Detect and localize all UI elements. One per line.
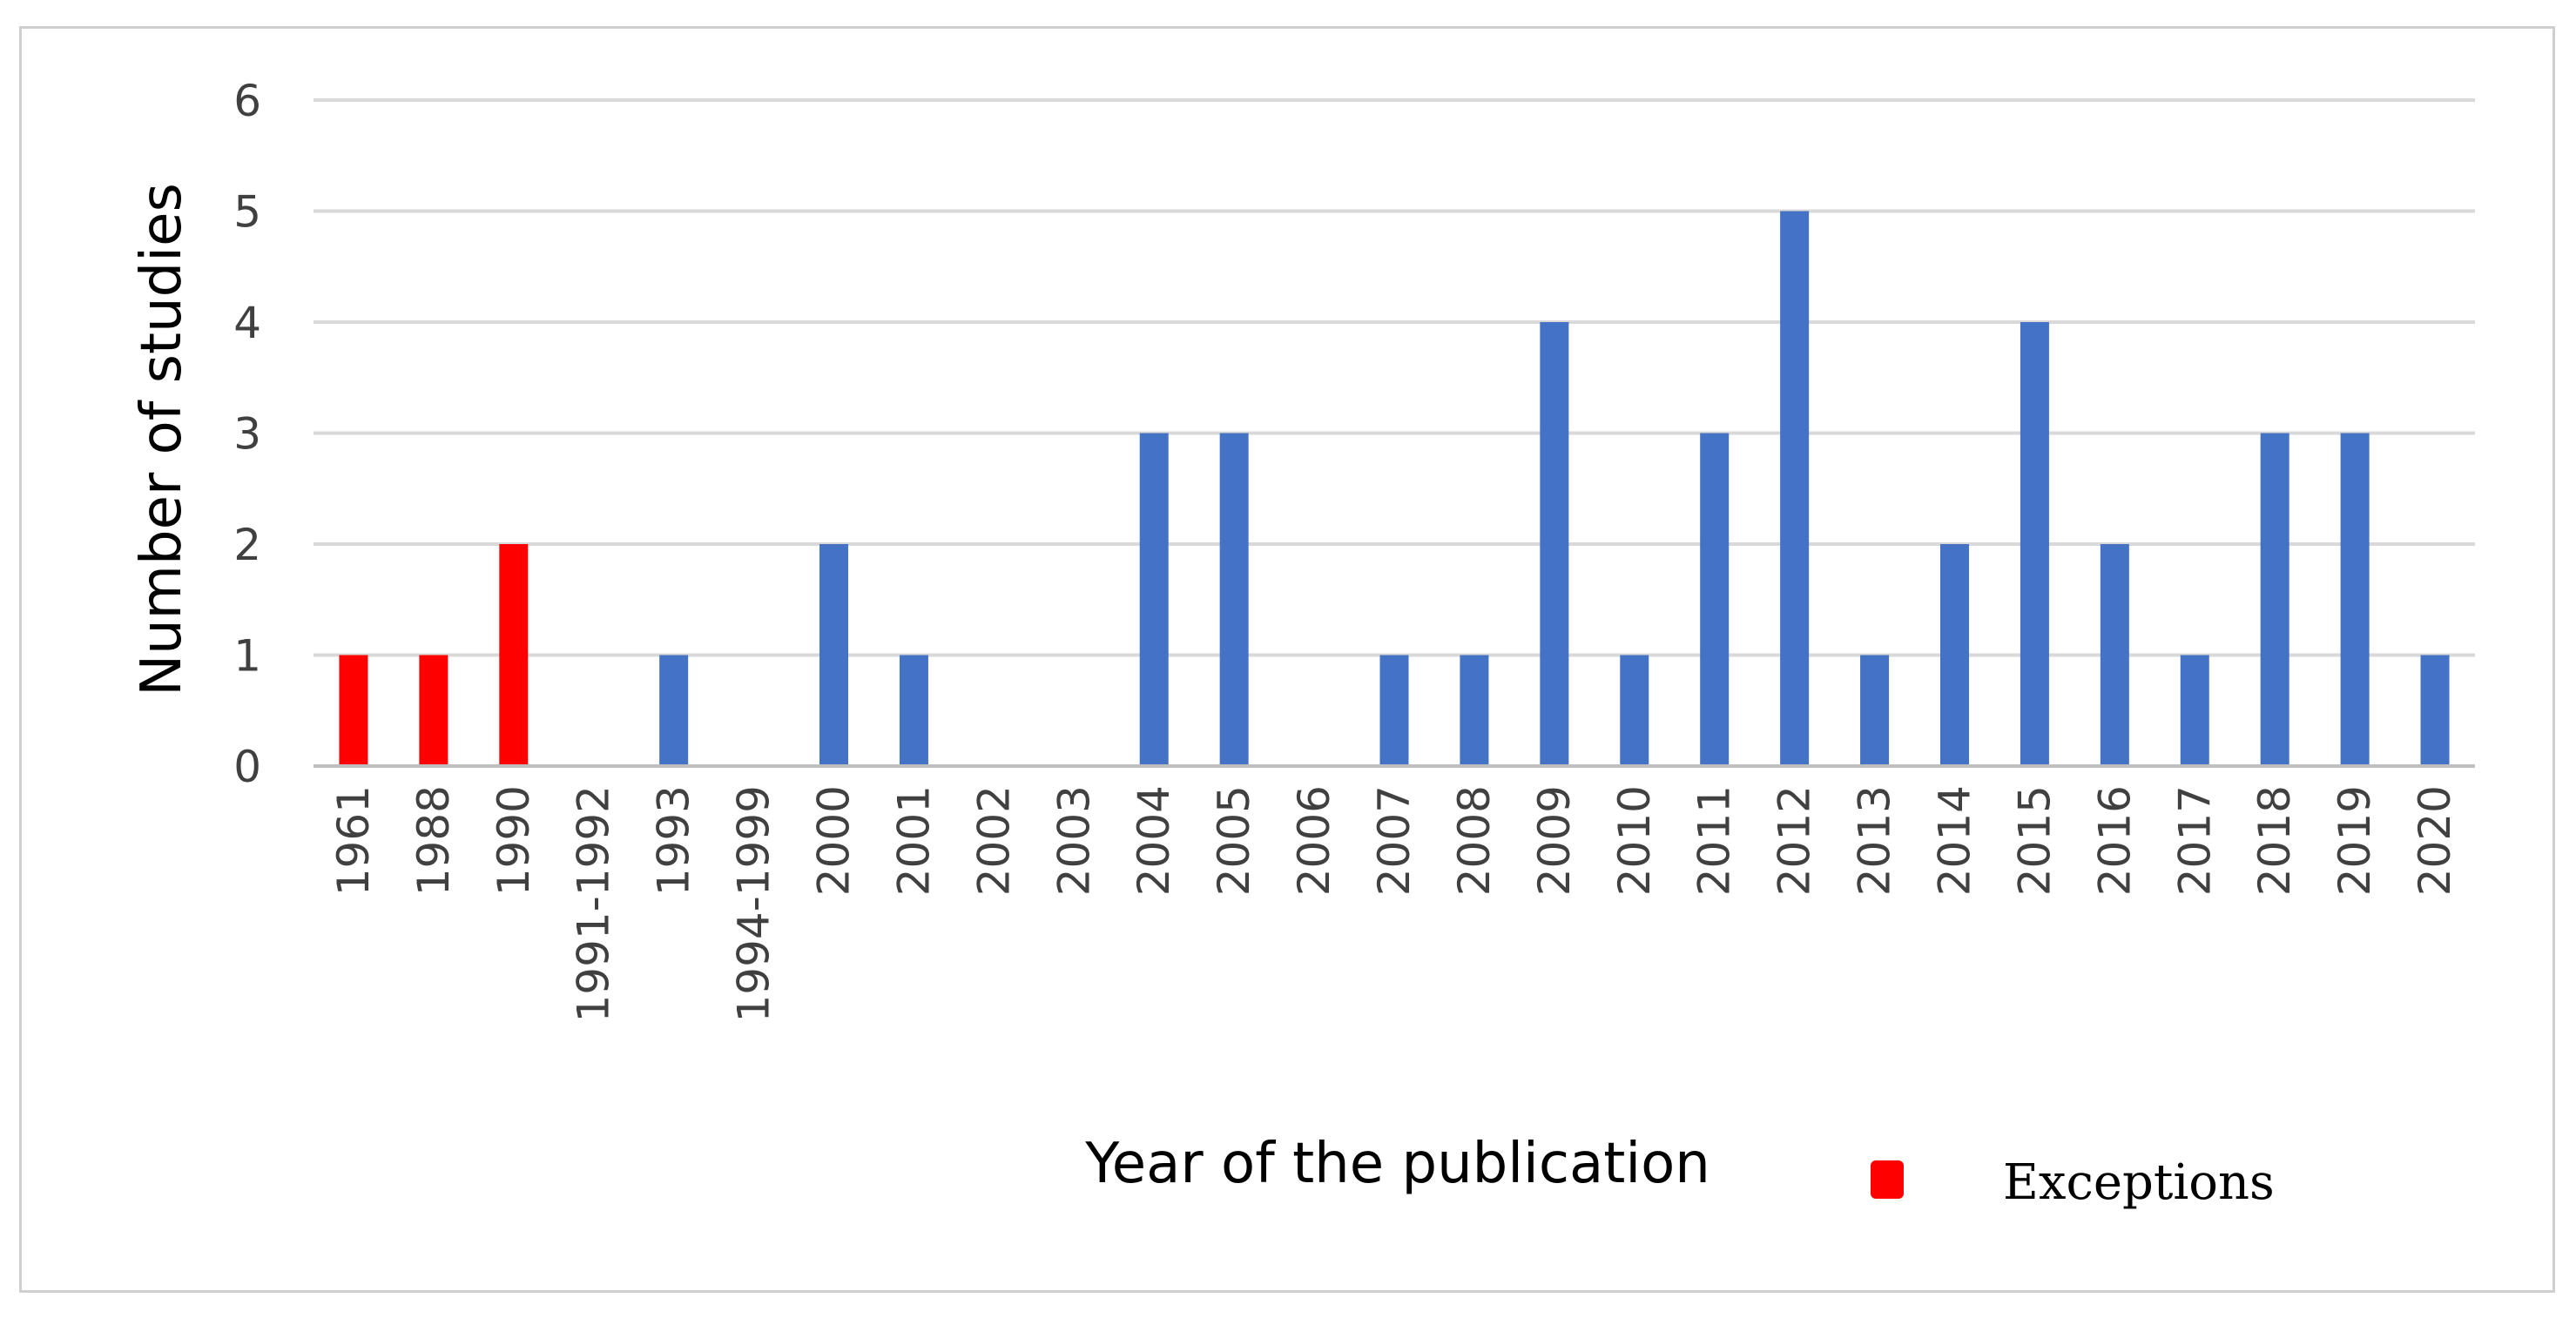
x-tick-label-2010: 2010 (1609, 785, 1660, 896)
x-tick-label-2004: 2004 (1129, 785, 1179, 896)
y-tick-label-2: 2 (233, 520, 261, 570)
gridlines (314, 98, 2475, 657)
x-tick-label-1961: 1961 (328, 785, 379, 896)
bar-2010 (1620, 655, 1649, 766)
y-axis-ticks: 0 1 2 3 4 5 6 (233, 76, 261, 792)
bar-2012 (1780, 211, 1810, 766)
y-axis-title: Number of studies (130, 183, 194, 696)
bar-1990 (499, 544, 529, 766)
x-tick-label-2001: 2001 (888, 785, 939, 896)
legend-swatch-exceptions (1871, 1160, 1904, 1199)
bar-2013 (1860, 655, 1890, 766)
x-tick-label-2005: 2005 (1209, 785, 1259, 896)
x-tick-label-2002: 2002 (968, 785, 1019, 896)
x-tick-label-2017: 2017 (2169, 785, 2220, 896)
bar-2004 (1139, 433, 1169, 766)
bar-2005 (1219, 433, 1249, 766)
x-tick-label-2016: 2016 (2089, 785, 2140, 896)
x-tick-label-2018: 2018 (2249, 785, 2300, 896)
y-tick-label-5: 5 (233, 187, 261, 238)
bar-1993 (659, 655, 689, 766)
y-tick-label-1: 1 (233, 631, 261, 682)
x-tick-label-1993: 1993 (649, 785, 699, 896)
x-tick-label-2014: 2014 (1929, 785, 1979, 896)
chart-frame (19, 26, 2555, 1293)
x-tick-label-2012: 2012 (1770, 785, 1820, 896)
x-tick-label-1990: 1990 (489, 785, 539, 896)
bar-2000 (819, 544, 849, 766)
x-tick-label-2007: 2007 (1369, 785, 1419, 896)
y-tick-label-0: 0 (233, 742, 261, 792)
x-tick-label-1991-1992: 1991-1992 (569, 785, 619, 1023)
bar-2001 (899, 655, 928, 766)
x-tick-label-2003: 2003 (1049, 785, 1099, 896)
x-tick-label-2009: 2009 (1529, 785, 1580, 896)
x-tick-label-2008: 2008 (1449, 785, 1500, 896)
bar-2016 (2100, 544, 2129, 766)
bar-2015 (2020, 322, 2049, 766)
y-tick-label-6: 6 (233, 76, 261, 126)
x-tick-label-2000: 2000 (809, 785, 860, 896)
x-axis-ticks: 1961 1988 1990 1991-1992 1993 1994-1999 2000 20… (328, 785, 2460, 1023)
x-tick-label-1994-1999: 1994-1999 (729, 785, 779, 1023)
y-tick-label-3: 3 (233, 409, 261, 460)
x-tick-label-1988: 1988 (408, 785, 459, 896)
x-axis-title: Year of the publication (1084, 1132, 1710, 1196)
bar-2019 (2340, 433, 2370, 766)
bar-2017 (2180, 655, 2209, 766)
bars (339, 211, 2450, 766)
bar-2011 (1700, 433, 1730, 766)
y-tick-label-4: 4 (233, 298, 261, 348)
bar-1988 (419, 655, 448, 766)
legend: Exceptions (1871, 1154, 2275, 1211)
bar-2009 (1540, 322, 1569, 766)
x-tick-label-2020: 2020 (2410, 785, 2460, 896)
bar-2014 (1939, 544, 1969, 766)
x-tick-label-2013: 2013 (1850, 785, 1900, 896)
bar-2008 (1460, 655, 1489, 766)
x-tick-label-2006: 2006 (1289, 785, 1339, 896)
bar-1961 (339, 655, 368, 766)
x-tick-label-2011: 2011 (1689, 785, 1740, 896)
bar-2007 (1379, 655, 1409, 766)
legend-label-exceptions: Exceptions (2003, 1154, 2275, 1211)
bar-2018 (2260, 433, 2289, 766)
x-tick-label-2019: 2019 (2330, 785, 2380, 896)
bar-2020 (2420, 655, 2450, 766)
x-tick-label-2015: 2015 (2009, 785, 2060, 896)
